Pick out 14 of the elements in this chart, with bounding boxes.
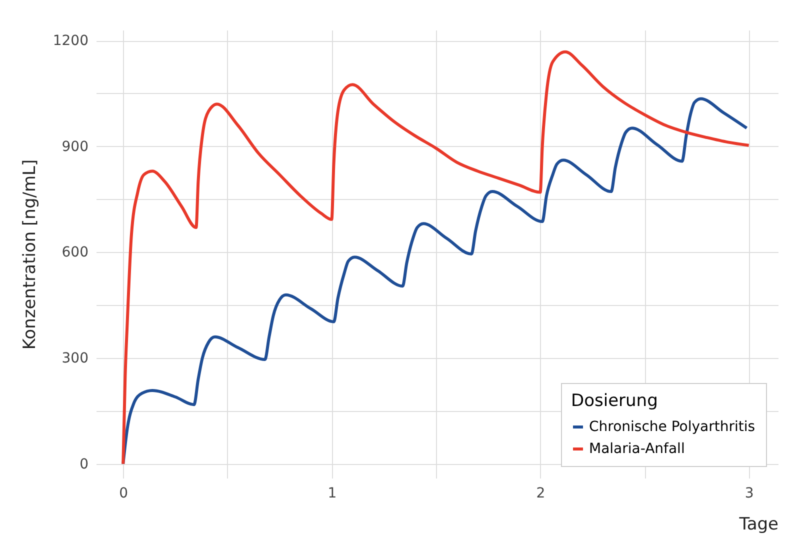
- legend-title: Dosierung: [571, 391, 658, 411]
- x-tick-label: 1: [328, 486, 337, 502]
- x-axis-title: Tage: [738, 514, 778, 534]
- y-tick-label: 300: [62, 350, 88, 367]
- y-axis-title: Konzentration [ng/mL]: [20, 159, 40, 350]
- x-tick-label: 0: [119, 486, 128, 502]
- y-tick-label: 900: [62, 138, 88, 155]
- legend-label: Chronische Polyarthritis: [589, 419, 756, 435]
- legend-label: Malaria-Anfall: [589, 441, 685, 457]
- x-tick-label: 2: [536, 486, 546, 502]
- x-tick-label: 3: [744, 486, 754, 502]
- y-tick-label: 600: [62, 244, 88, 261]
- y-tick-label: 0: [80, 456, 88, 472]
- y-tick-label: 1200: [52, 33, 88, 50]
